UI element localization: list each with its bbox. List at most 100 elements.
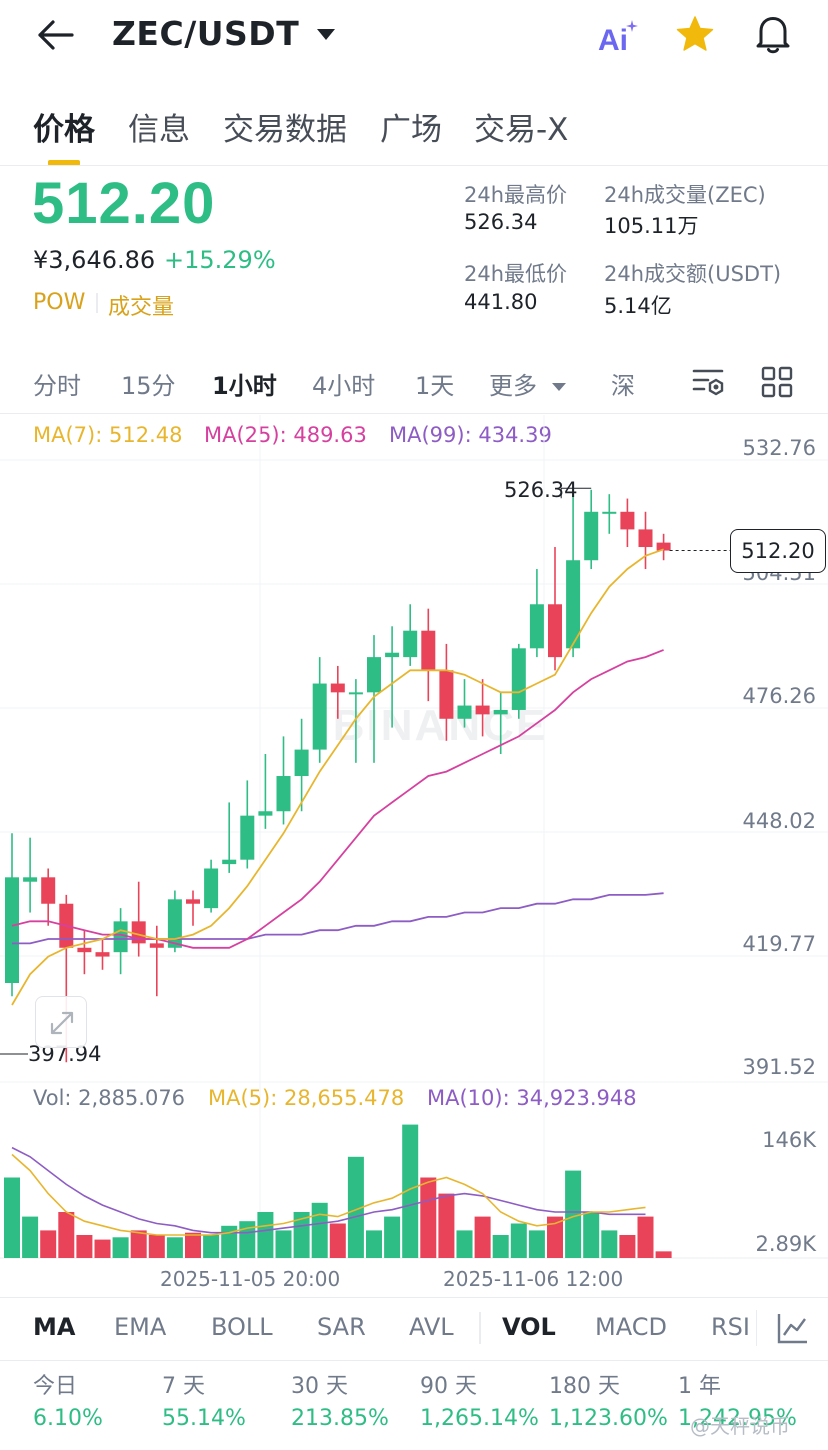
candle [131, 881, 146, 957]
tf-1d[interactable]: 1天 [415, 372, 455, 400]
high-label: 24h最高价 [464, 183, 568, 207]
perf-value: 55.14% [162, 1406, 246, 1431]
volume-bar [185, 1232, 201, 1258]
layout-grid-icon[interactable] [761, 366, 793, 402]
candle [204, 859, 219, 913]
tab-price[interactable]: 价格 [33, 112, 95, 148]
tag-volume[interactable]: 成交量 [108, 295, 175, 320]
high-marker-line [560, 487, 592, 499]
candle [5, 833, 19, 997]
tag-pow[interactable]: POW [33, 290, 86, 315]
star-favorite-icon[interactable] [675, 14, 715, 58]
expand-icon [50, 1011, 74, 1035]
tab-info[interactable]: 信息 [128, 112, 190, 148]
high-value: 526.34 [464, 210, 538, 234]
perf-label: 今日 [33, 1374, 78, 1399]
tab-square[interactable]: 广场 [380, 112, 442, 148]
tab-trade-x[interactable]: 交易-X [474, 112, 569, 148]
ai-icon[interactable]: Ai [598, 18, 642, 58]
volume-bar [239, 1221, 256, 1258]
indicator-boll[interactable]: BOLL [211, 1313, 273, 1341]
candle [511, 643, 526, 719]
y-tick-label: 448.02 [742, 809, 816, 833]
volume-bar [547, 1216, 563, 1258]
expand-chart-button[interactable] [35, 996, 87, 1048]
volume-bar [203, 1235, 220, 1258]
ma25-line [11, 649, 664, 949]
candle [41, 868, 56, 926]
candle [439, 643, 454, 741]
ma7-legend: MA(7): 512.48 [33, 423, 183, 447]
volume-bar [4, 1177, 20, 1258]
volume-bar [384, 1216, 401, 1258]
indicator-ma[interactable]: MA [33, 1313, 76, 1341]
candle [638, 511, 653, 570]
candle [493, 692, 508, 755]
candle [222, 802, 237, 873]
volume-bar [76, 1235, 93, 1258]
indicator-avl[interactable]: AVL [409, 1313, 454, 1341]
indicator-vol[interactable]: VOL [502, 1313, 556, 1341]
divider [0, 1360, 828, 1361]
vol-ma10-legend: MA(10): 34,923.948 [427, 1086, 637, 1110]
vol-legend: Vol: 2,885.076 [33, 1086, 186, 1110]
candle [95, 938, 110, 970]
tab-trading-data[interactable]: 交易数据 [223, 112, 347, 148]
pair-title[interactable]: ZEC/USDT [112, 14, 300, 53]
indicator-divider [479, 1312, 481, 1344]
volume-bar [528, 1230, 545, 1258]
tf-4h[interactable]: 4小时 [312, 372, 376, 400]
candle [149, 925, 164, 997]
cny-price: ¥3,646.86 [33, 246, 156, 274]
candle [566, 489, 581, 658]
indicator-macd[interactable]: MACD [595, 1313, 667, 1341]
tf-15m[interactable]: 15分 [121, 372, 176, 400]
ma99-legend: MA(99): 434.39 [389, 423, 552, 447]
perf-value: 1,123.60% [549, 1406, 668, 1431]
divider [0, 165, 828, 166]
back-arrow-icon[interactable] [36, 18, 76, 52]
chart-settings-icon[interactable] [692, 366, 726, 402]
tf-timeshare[interactable]: 分时 [33, 372, 81, 400]
y-tick-label: 476.26 [742, 684, 816, 708]
candle [294, 718, 309, 812]
indicator-settings-icon[interactable] [776, 1311, 810, 1349]
volume-bar [293, 1212, 310, 1258]
candle [620, 498, 635, 548]
ma7-line [11, 548, 664, 1006]
volume-bar [58, 1212, 75, 1258]
candle [77, 930, 92, 975]
binance-watermark: BINANCE [333, 701, 547, 750]
candlestick-chart[interactable]: BINANCE [0, 415, 828, 1285]
candle [240, 780, 255, 869]
volume-bar [655, 1251, 672, 1258]
tf-more[interactable]: 更多 [489, 372, 537, 400]
y-tick-label: 391.52 [742, 1055, 816, 1079]
volume-bar [130, 1230, 147, 1258]
tf-1h[interactable]: 1小时 [212, 372, 277, 400]
volume-label: 24h成交量(ZEC) [604, 183, 766, 207]
vol-ma5-legend: MA(5): 28,655.478 [208, 1086, 405, 1110]
ai-label: Ai [598, 24, 628, 57]
volume-bar [275, 1230, 292, 1258]
volume-bar [438, 1193, 455, 1258]
volume-bar [492, 1235, 509, 1258]
perf-label: 1 年 [678, 1374, 721, 1399]
bell-icon[interactable] [753, 13, 793, 59]
divider [0, 1297, 828, 1298]
low-value: 441.80 [464, 290, 538, 314]
pair-dropdown-icon[interactable] [316, 27, 336, 46]
more-dropdown-icon[interactable] [551, 377, 567, 396]
tf-depth[interactable]: 深 [611, 372, 635, 400]
volume-bar [510, 1223, 527, 1258]
volume-bar [420, 1177, 437, 1258]
x-tick-label: 2025-11-05 20:00 [160, 1267, 341, 1291]
indicator-rsi[interactable]: RSI [711, 1313, 750, 1341]
turnover-label: 24h成交额(USDT) [604, 262, 782, 286]
indicator-sar[interactable]: SAR [317, 1313, 366, 1341]
candle [385, 626, 400, 728]
last-price-tag[interactable]: 512.20 [730, 529, 826, 573]
candle [656, 533, 671, 561]
indicator-ema[interactable]: EMA [114, 1313, 167, 1341]
divider [0, 413, 828, 414]
